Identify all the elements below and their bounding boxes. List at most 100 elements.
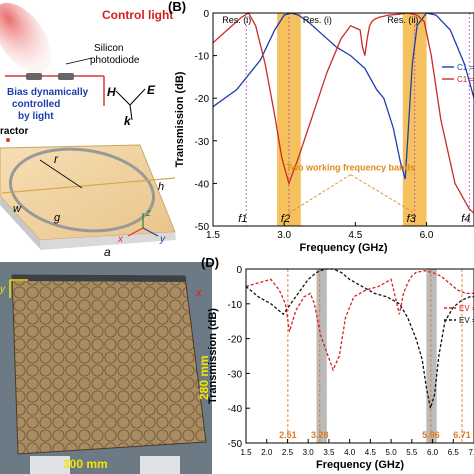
x-axis-label: Frequency (GHz) bbox=[299, 242, 387, 254]
schematic-panel: Control light Silicon photodiode Bias dy… bbox=[0, 2, 176, 259]
series-line bbox=[245, 270, 474, 372]
f-label: f1 bbox=[238, 213, 247, 225]
E-label: E bbox=[147, 83, 156, 97]
legend-entry: EV = 6 bbox=[459, 316, 474, 325]
marker-value-label: 2.51 bbox=[279, 430, 297, 440]
legend-entry: C1 = 0 bbox=[457, 63, 474, 72]
unit-cell-edge bbox=[0, 196, 41, 250]
metasurface-sample bbox=[11, 274, 207, 455]
y-tick-label: 0 bbox=[236, 265, 242, 276]
z-label: z bbox=[145, 208, 151, 219]
wave-axes: H E k bbox=[107, 83, 156, 128]
bands-annotation: Two working frequency bands bbox=[286, 163, 415, 173]
y-tick-label: -30 bbox=[228, 369, 243, 380]
photodiode-label: photodiode bbox=[90, 55, 140, 66]
k-label: k bbox=[124, 114, 132, 128]
bias-label: by light bbox=[18, 111, 54, 122]
x-tick-label: 4.5 bbox=[365, 448, 377, 457]
x-tick-label: 3.5 bbox=[323, 448, 335, 457]
resonance-label: Res. (ii) bbox=[387, 15, 418, 25]
w-label: w bbox=[13, 203, 22, 215]
resonance-label: Res. (i) bbox=[303, 15, 332, 25]
x-tick-label: 3.0 bbox=[277, 230, 291, 241]
sample-stand bbox=[140, 456, 180, 474]
label-pointer bbox=[65, 57, 93, 65]
photodiode-left bbox=[26, 73, 42, 80]
working-band bbox=[402, 13, 427, 226]
working-band bbox=[316, 269, 327, 443]
varactor-dot bbox=[6, 138, 10, 142]
annotation-arrow bbox=[350, 174, 415, 214]
y-axis-label: Transmission (dB) bbox=[174, 71, 186, 167]
y-tick-label: -40 bbox=[228, 404, 243, 415]
y-label: y bbox=[159, 234, 166, 245]
x-tick-label: 2.5 bbox=[282, 448, 294, 457]
height-dimension: 280 mm bbox=[197, 355, 211, 400]
series-line bbox=[245, 268, 474, 409]
y-tick-label: 0 bbox=[203, 9, 209, 20]
x-tick-label: 5.5 bbox=[406, 448, 418, 457]
x-tick-label: 7.0 bbox=[468, 448, 474, 457]
marker-value-label: 3.28 bbox=[311, 430, 329, 440]
plot-frame bbox=[212, 12, 474, 227]
x-tick-label: 3.0 bbox=[303, 448, 315, 457]
control-light-label: Control light bbox=[102, 8, 173, 22]
sample-edge bbox=[12, 275, 186, 282]
x-tick-label: 6.0 bbox=[420, 230, 434, 241]
feed-line bbox=[1, 177, 176, 194]
bias-label: controlled bbox=[12, 99, 60, 110]
annotation-arrow bbox=[288, 174, 351, 214]
photodiode-right bbox=[58, 73, 74, 80]
marker-value-label: 6.71 bbox=[453, 430, 471, 440]
x-tick-label: 1.5 bbox=[206, 230, 220, 241]
photo-x-label: x bbox=[195, 288, 202, 299]
f-label: f3 bbox=[407, 213, 417, 225]
H-label: H bbox=[107, 85, 116, 99]
g-label: g bbox=[54, 212, 61, 224]
x-axis-label: Frequency (GHz) bbox=[316, 459, 404, 471]
f-label: f2 bbox=[281, 213, 290, 225]
y-tick-label: -20 bbox=[195, 94, 210, 105]
radius-line bbox=[39, 159, 83, 189]
r-label: r bbox=[54, 152, 59, 166]
working-band bbox=[277, 13, 301, 226]
varactor-label: ractor bbox=[0, 126, 28, 137]
ring-resonator bbox=[8, 147, 156, 233]
x-tick-label: 4.5 bbox=[348, 230, 362, 241]
x-tick-label: 1.5 bbox=[240, 448, 252, 457]
legend-entry: EV = 0 bbox=[459, 304, 474, 313]
plot-frame bbox=[245, 268, 474, 444]
series-line bbox=[212, 12, 474, 180]
x-tick-label: 2.0 bbox=[261, 448, 273, 457]
working-band bbox=[426, 269, 437, 443]
photodiode-label: Silicon bbox=[94, 43, 123, 54]
y-tick-label: -20 bbox=[228, 335, 243, 346]
a-label: a bbox=[104, 245, 111, 259]
bias-label: Bias dynamically bbox=[7, 87, 89, 98]
prototype-photo-panel: y x 280 mm 300 mm bbox=[0, 262, 212, 474]
width-dimension: 300 mm bbox=[63, 457, 108, 471]
x-label: x bbox=[117, 234, 124, 245]
x-tick-label: 5.0 bbox=[386, 448, 398, 457]
y-tick-label: -40 bbox=[195, 179, 210, 190]
chart-b: (B) 0 -10 -20 -30 -40 -501.5 3.0 4.5 6.0 Frequency… bbox=[168, 0, 474, 254]
y-tick-label: -30 bbox=[195, 137, 210, 148]
x-tick-label: 6.5 bbox=[448, 448, 460, 457]
panel-label: (D) bbox=[201, 255, 219, 270]
y-tick-label: -10 bbox=[228, 300, 243, 311]
panel-label: (B) bbox=[168, 0, 186, 14]
h-label: h bbox=[158, 181, 164, 193]
f-label: f4 bbox=[461, 213, 470, 225]
y-axis-label: Transmission (dB) bbox=[207, 308, 219, 404]
resonance-label: Res. (i) bbox=[222, 15, 251, 25]
y-tick-label: -50 bbox=[228, 439, 243, 450]
marker-value-label: 5.96 bbox=[422, 430, 440, 440]
photo-y-label: y bbox=[0, 284, 6, 295]
x-tick-label: 4.0 bbox=[344, 448, 356, 457]
sample-stand bbox=[30, 456, 70, 474]
y-tick-label: -50 bbox=[195, 222, 210, 233]
y-tick-label: -10 bbox=[195, 52, 210, 63]
series-line bbox=[212, 12, 474, 214]
xyz-axes: z x y bbox=[117, 208, 166, 245]
